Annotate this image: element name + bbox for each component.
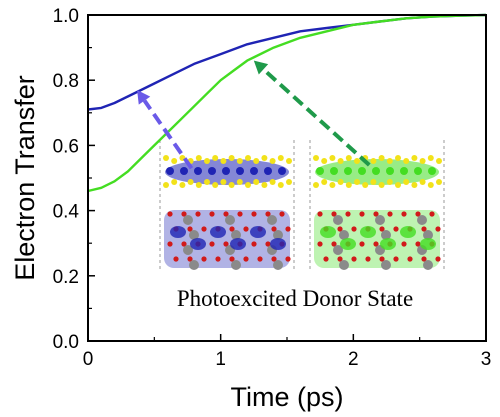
y-tick-label: 0.8 <box>53 71 79 92</box>
y-tick-label: 0.4 <box>53 202 80 223</box>
y-tick-label: 0.0 <box>53 332 79 353</box>
annotation-arrow-2 <box>253 60 371 167</box>
x-tick-label: 2 <box>348 349 359 370</box>
inset-structure-images <box>159 140 445 270</box>
x-tick-label: 3 <box>481 349 492 370</box>
x-tick-label: 0 <box>83 349 94 370</box>
inset-caption: Photoexcited Donor State <box>177 286 413 311</box>
structure-panel-2 <box>309 140 445 270</box>
y-axis-title: Electron Transfer <box>10 75 40 281</box>
x-tick-label: 1 <box>215 349 226 370</box>
axis-ticks: 0 1 2 3 0.0 0.2 0.4 0.6 0.8 1.0 <box>53 6 492 370</box>
y-tick-label: 0.2 <box>53 267 79 288</box>
series-line-2 <box>87 13 487 193</box>
series-layer <box>87 13 487 193</box>
structure-panel-1 <box>159 140 295 270</box>
annotation-arrows <box>137 60 371 170</box>
y-tick-label: 0.6 <box>53 136 79 157</box>
series-line-1 <box>87 13 487 111</box>
x-axis-title: Time (ps) <box>231 382 344 412</box>
annotation-arrow-1 <box>137 89 194 170</box>
y-tick-label: 1.0 <box>53 6 79 27</box>
